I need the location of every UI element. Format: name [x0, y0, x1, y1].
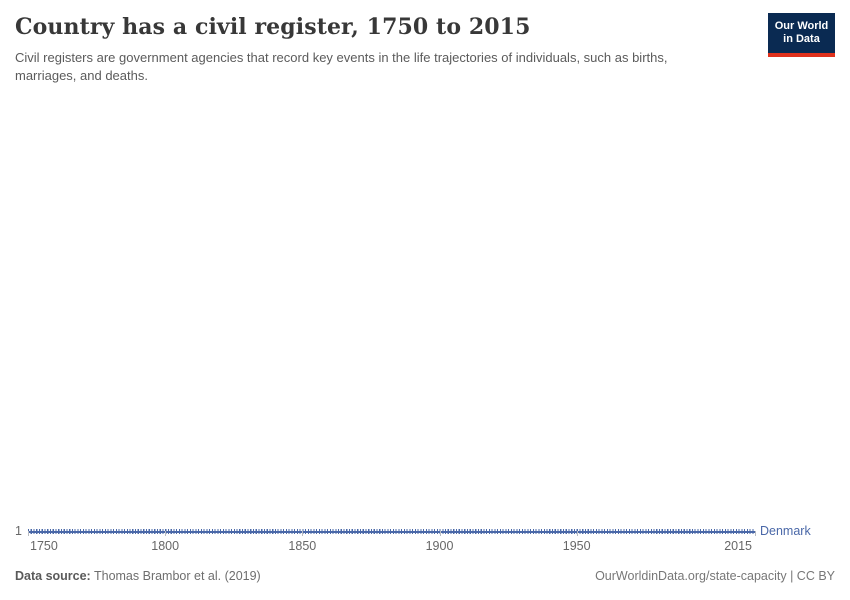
x-axis-tick [576, 531, 578, 536]
chart-header: Country has a civil register, 1750 to 20… [15, 14, 755, 85]
chart-title: Country has a civil register, 1750 to 20… [15, 14, 531, 40]
entity-label-denmark[interactable]: Denmark [760, 524, 811, 538]
x-axis-tick [302, 531, 304, 536]
x-axis-tick-label: 1850 [288, 539, 317, 553]
owid-logo-line2: in Data [783, 33, 820, 45]
chart-footer: Data source: Thomas Brambor et al. (2019… [15, 569, 835, 583]
x-axis-tick [28, 531, 29, 536]
chart-subtitle: Civil registers are government agencies … [15, 50, 668, 83]
data-source-value: Thomas Brambor et al. (2019) [90, 569, 261, 583]
owid-credit-link[interactable]: OurWorldinData.org/state-capacity | CC B… [595, 569, 835, 583]
owid-logo-line1: Our World [774, 19, 829, 32]
x-axis-tick-label: 2015 [724, 539, 752, 553]
data-source-label: Data source: [15, 569, 91, 583]
y-axis-tick-label: 1 [15, 524, 22, 538]
x-axis-tick [439, 531, 441, 536]
data-source-note: Data source: Thomas Brambor et al. (2019… [15, 569, 261, 583]
denmark-series-line-core [28, 530, 755, 533]
x-axis-tick [165, 531, 167, 536]
x-axis-tick-label: 1950 [562, 539, 591, 553]
x-axis-tick-label: 1750 [30, 539, 58, 553]
x-axis-tick-label: 1800 [151, 539, 180, 553]
denmark-series-line[interactable] [28, 529, 755, 534]
x-axis-tick [755, 531, 756, 536]
owid-logo[interactable]: Our World in Data [768, 13, 835, 57]
x-axis-tick-label: 1900 [425, 539, 454, 553]
